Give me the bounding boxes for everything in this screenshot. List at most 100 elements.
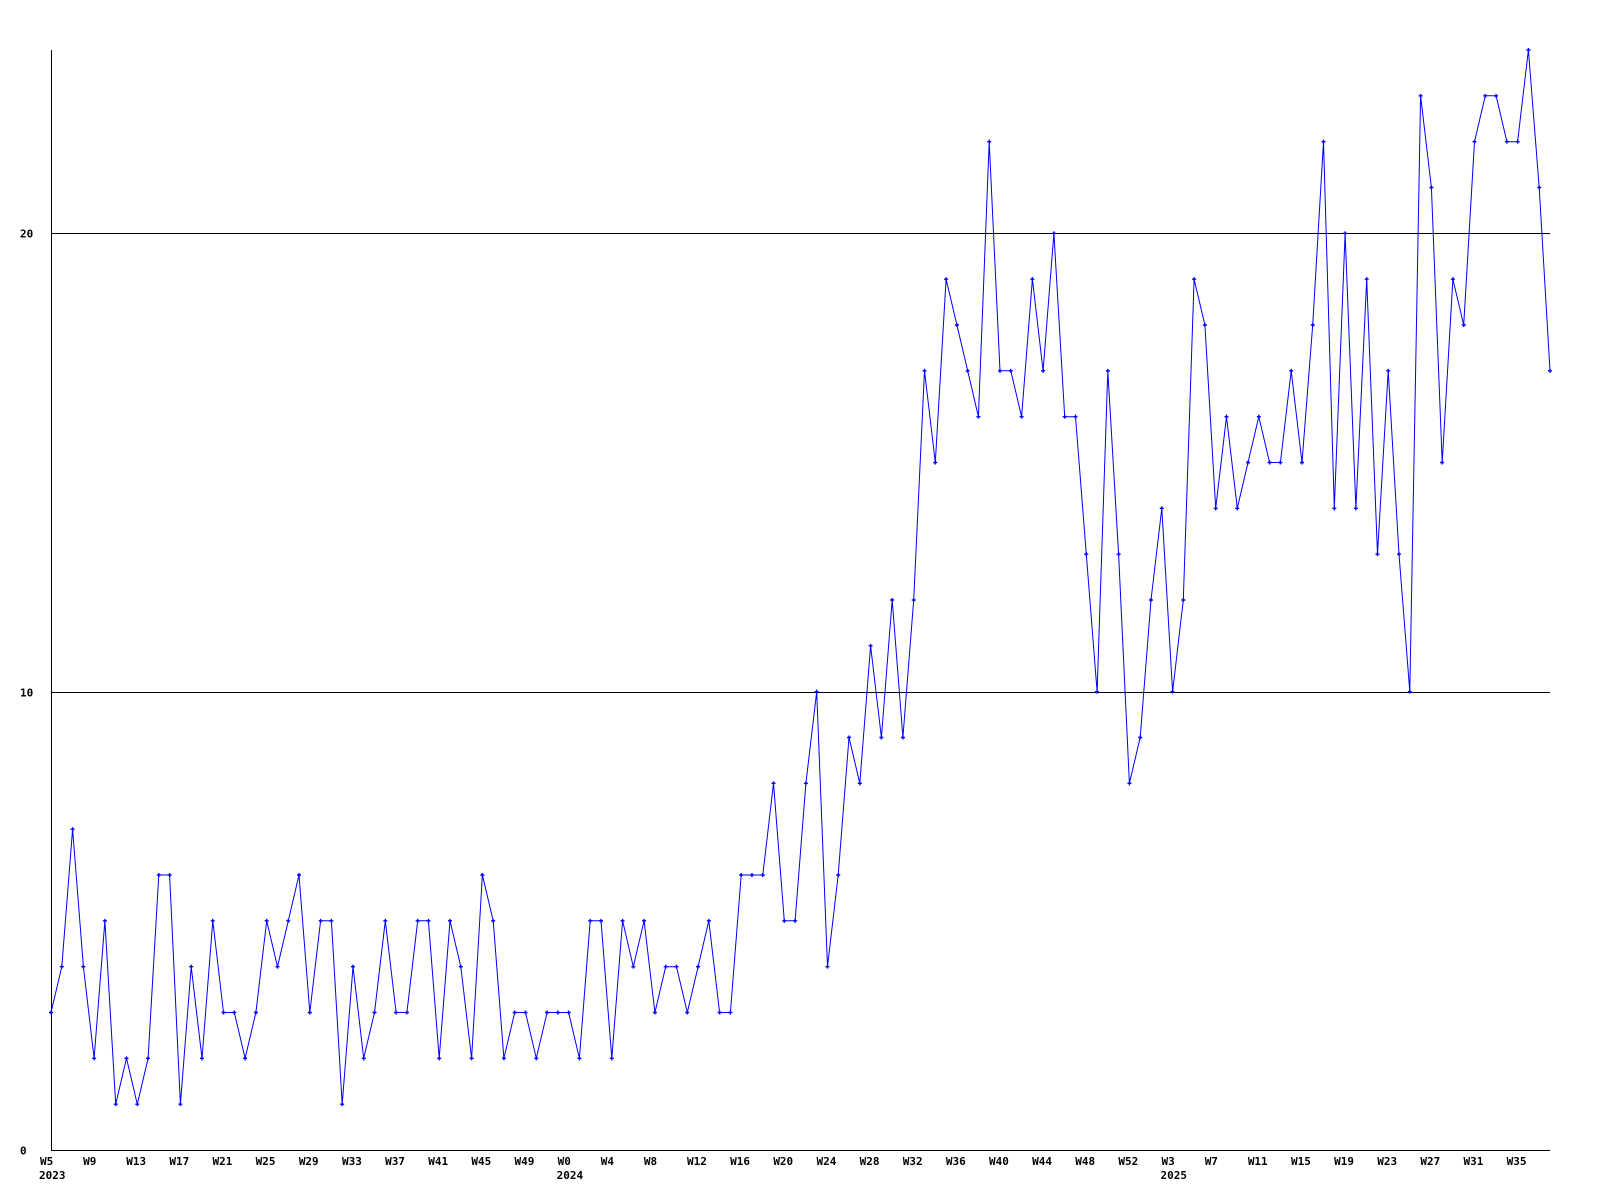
- data-point: [523, 1010, 528, 1015]
- data-point: [253, 1010, 258, 1015]
- data-point: [221, 1010, 226, 1015]
- data-point: [1148, 598, 1153, 602]
- data-point: [210, 918, 215, 923]
- gridlines: [51, 233, 1550, 693]
- data-point: [566, 1010, 571, 1015]
- data-point: [113, 1102, 118, 1107]
- x-tick-label: W35: [1507, 1155, 1527, 1168]
- data-point: [448, 918, 453, 923]
- data-point: [1019, 414, 1024, 419]
- data-point: [297, 873, 302, 877]
- x-tick-label: W45: [471, 1155, 491, 1168]
- x-tick-label: W40: [989, 1155, 1009, 1168]
- data-point: [329, 918, 334, 923]
- x-tick-label: W8: [644, 1155, 657, 1168]
- data-point: [598, 918, 603, 923]
- data-point: [847, 735, 852, 740]
- data-point: [825, 964, 830, 969]
- x-tick-label: W4: [601, 1155, 615, 1168]
- data-point: [1051, 231, 1056, 236]
- data-point: [1461, 323, 1466, 327]
- data-point: [674, 964, 679, 969]
- data-point: [1353, 506, 1358, 511]
- data-point: [1246, 460, 1251, 465]
- data-point: [857, 781, 862, 786]
- x-tick-label: W9: [83, 1155, 96, 1168]
- y-tick-label: 10: [20, 687, 33, 700]
- data-point: [404, 1010, 409, 1015]
- data-point: [1483, 93, 1488, 98]
- data-point: [307, 1010, 312, 1015]
- data-point: [199, 1056, 204, 1061]
- data-point: [1321, 139, 1326, 144]
- data-point: [383, 918, 388, 923]
- data-point: [340, 1102, 345, 1107]
- x-tick-label: W7: [1205, 1155, 1218, 1168]
- data-point: [1127, 781, 1132, 786]
- data-point: [782, 918, 787, 923]
- data-point: [1170, 689, 1175, 694]
- data-point: [696, 964, 701, 969]
- data-point: [1116, 552, 1121, 557]
- x-tick-label: W15: [1291, 1155, 1311, 1168]
- data-point: [1159, 506, 1164, 511]
- data-point: [1181, 598, 1186, 602]
- data-point: [1429, 185, 1434, 190]
- data-point: [954, 323, 959, 327]
- data-point: [1397, 552, 1402, 557]
- x-tick-label: W19: [1334, 1155, 1354, 1168]
- x-tick-label: W31: [1464, 1155, 1484, 1168]
- data-point: [167, 873, 172, 877]
- data-point: [1192, 277, 1197, 282]
- data-point: [437, 1056, 442, 1061]
- data-point: [1332, 506, 1337, 511]
- data-point: [1008, 368, 1013, 373]
- data-point: [1289, 368, 1294, 373]
- data-point: [394, 1010, 399, 1015]
- data-point: [728, 1010, 733, 1015]
- x-tick-label: W13: [126, 1155, 146, 1168]
- x-tick-label: W0: [558, 1155, 571, 1168]
- data-point: [1224, 414, 1229, 419]
- x-tick-label: W36: [946, 1155, 966, 1168]
- data-point: [189, 964, 194, 969]
- data-point: [286, 918, 291, 923]
- data-point: [900, 735, 905, 740]
- data-point: [577, 1056, 582, 1061]
- data-point: [998, 368, 1003, 373]
- x-tick-label: W52: [1118, 1155, 1138, 1168]
- data-point: [1537, 185, 1542, 190]
- data-point: [1105, 368, 1110, 373]
- year-label: 2024: [557, 1169, 584, 1182]
- data-point: [663, 964, 668, 969]
- data-point: [156, 873, 161, 877]
- data-point: [350, 964, 355, 969]
- data-point: [501, 1056, 506, 1061]
- y-tick-label: 20: [20, 228, 33, 241]
- data-point: [836, 873, 841, 877]
- data-point: [102, 918, 107, 923]
- data-point: [739, 873, 744, 877]
- x-tick-label: W27: [1420, 1155, 1440, 1168]
- data-point: [620, 918, 625, 923]
- data-point: [124, 1056, 129, 1061]
- x-tick-label: W33: [342, 1155, 362, 1168]
- data-point: [469, 1056, 474, 1061]
- data-point: [1515, 139, 1520, 144]
- x-tick-label: W25: [256, 1155, 276, 1168]
- x-tick-label: W24: [816, 1155, 836, 1168]
- data-point: [1062, 414, 1067, 419]
- data-point: [1073, 414, 1078, 419]
- data-point: [1256, 414, 1261, 419]
- data-point: [685, 1010, 690, 1015]
- data-point: [81, 964, 86, 969]
- data-point: [372, 1010, 377, 1015]
- data-point: [717, 1010, 722, 1015]
- x-tick-label: W12: [687, 1155, 707, 1168]
- data-point: [1310, 323, 1315, 327]
- data-point: [588, 918, 593, 923]
- data-point: [1343, 231, 1348, 236]
- x-tick-label: W28: [860, 1155, 880, 1168]
